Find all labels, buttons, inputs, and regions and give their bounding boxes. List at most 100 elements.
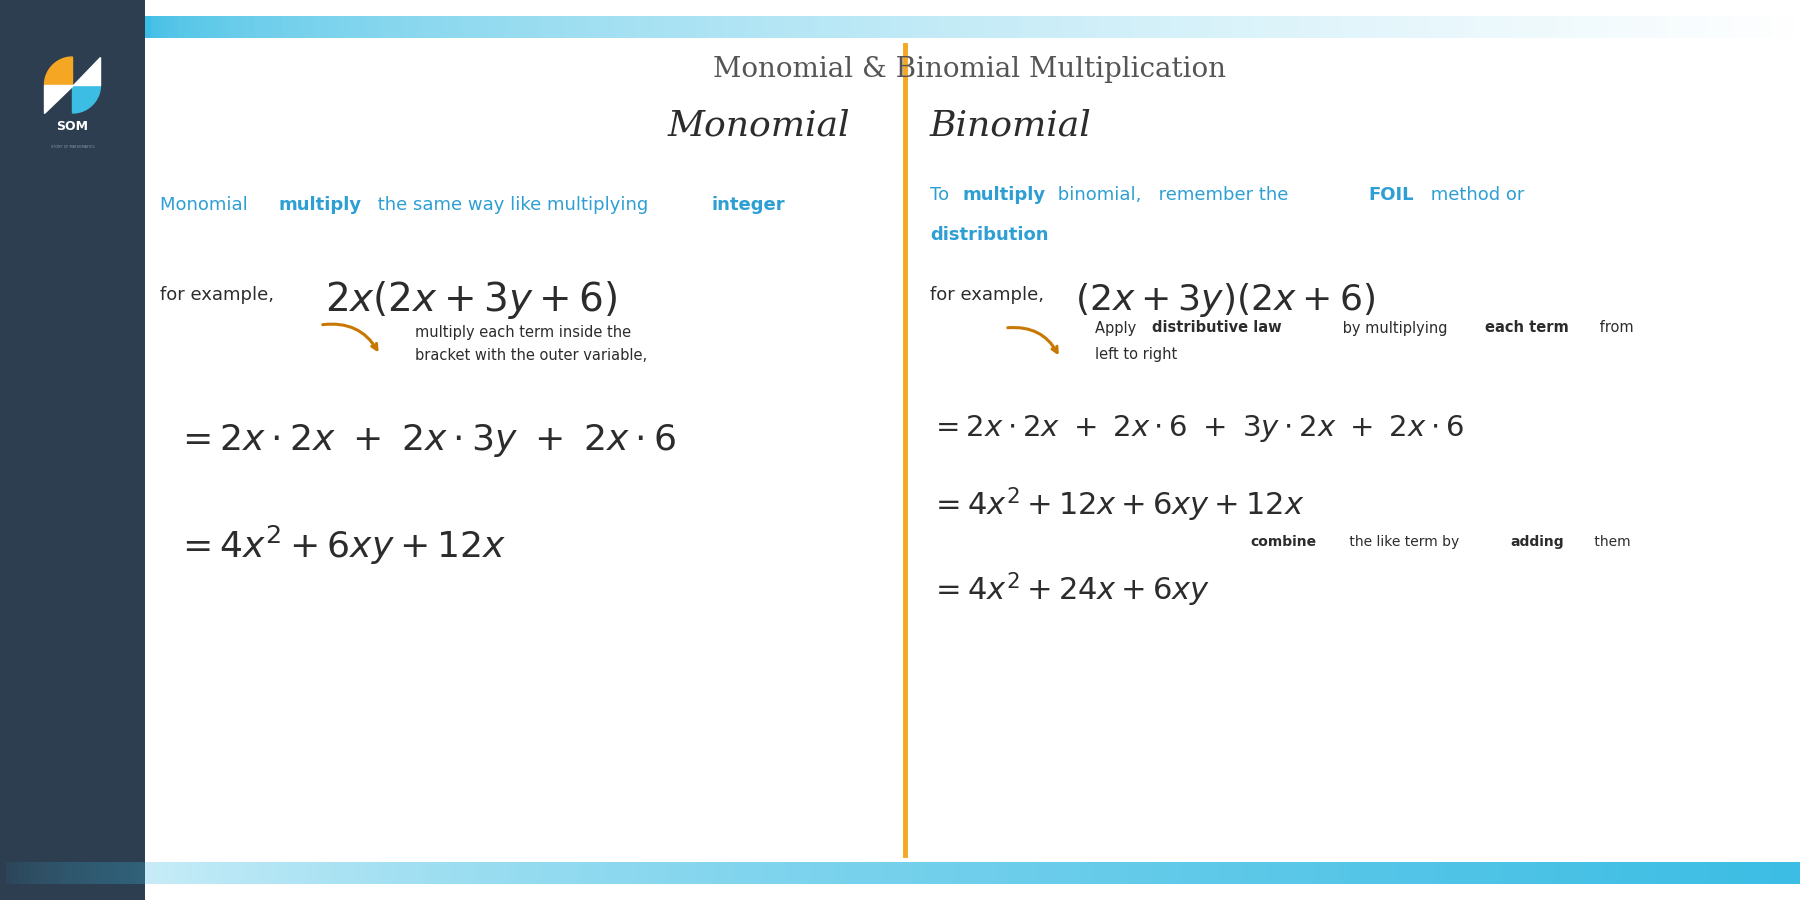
FancyBboxPatch shape (470, 16, 475, 38)
FancyBboxPatch shape (558, 16, 563, 38)
Polygon shape (45, 85, 72, 113)
FancyBboxPatch shape (67, 862, 72, 884)
FancyBboxPatch shape (1426, 16, 1431, 38)
FancyBboxPatch shape (1193, 862, 1201, 884)
FancyBboxPatch shape (967, 16, 972, 38)
FancyBboxPatch shape (234, 862, 239, 884)
FancyBboxPatch shape (36, 862, 41, 884)
FancyBboxPatch shape (23, 862, 31, 884)
FancyBboxPatch shape (211, 862, 216, 884)
FancyBboxPatch shape (715, 862, 720, 884)
FancyBboxPatch shape (619, 16, 625, 38)
FancyBboxPatch shape (1408, 16, 1413, 38)
Text: Monomial & Binomial Multiplication: Monomial & Binomial Multiplication (713, 57, 1226, 84)
FancyBboxPatch shape (1057, 862, 1062, 884)
FancyBboxPatch shape (1265, 16, 1271, 38)
FancyBboxPatch shape (576, 862, 581, 884)
Text: combine: combine (1249, 535, 1316, 549)
FancyBboxPatch shape (1705, 862, 1710, 884)
FancyBboxPatch shape (1435, 862, 1440, 884)
FancyBboxPatch shape (1463, 16, 1469, 38)
FancyBboxPatch shape (581, 862, 589, 884)
FancyBboxPatch shape (59, 862, 67, 884)
FancyBboxPatch shape (743, 862, 751, 884)
FancyBboxPatch shape (1094, 16, 1100, 38)
FancyBboxPatch shape (907, 16, 913, 38)
FancyBboxPatch shape (792, 862, 797, 884)
FancyBboxPatch shape (445, 862, 450, 884)
FancyBboxPatch shape (488, 16, 493, 38)
FancyBboxPatch shape (1226, 16, 1231, 38)
FancyBboxPatch shape (1440, 862, 1445, 884)
FancyBboxPatch shape (1634, 16, 1640, 38)
FancyBboxPatch shape (941, 862, 949, 884)
FancyBboxPatch shape (90, 862, 95, 884)
FancyBboxPatch shape (421, 16, 427, 38)
FancyBboxPatch shape (686, 16, 691, 38)
FancyBboxPatch shape (1746, 862, 1751, 884)
FancyBboxPatch shape (328, 16, 333, 38)
FancyBboxPatch shape (522, 862, 527, 884)
FancyBboxPatch shape (1607, 862, 1615, 884)
FancyBboxPatch shape (311, 862, 319, 884)
FancyBboxPatch shape (823, 862, 828, 884)
FancyBboxPatch shape (319, 862, 324, 884)
FancyBboxPatch shape (1147, 862, 1152, 884)
FancyBboxPatch shape (1282, 16, 1287, 38)
FancyBboxPatch shape (918, 862, 923, 884)
FancyBboxPatch shape (437, 862, 445, 884)
FancyBboxPatch shape (641, 16, 646, 38)
FancyBboxPatch shape (1602, 16, 1607, 38)
FancyBboxPatch shape (1571, 862, 1579, 884)
Text: Apply: Apply (1094, 320, 1141, 336)
FancyBboxPatch shape (1562, 16, 1568, 38)
FancyBboxPatch shape (592, 16, 598, 38)
FancyBboxPatch shape (103, 862, 108, 884)
FancyBboxPatch shape (603, 16, 608, 38)
FancyBboxPatch shape (437, 16, 443, 38)
Text: Monomial: Monomial (160, 196, 254, 214)
FancyBboxPatch shape (382, 16, 387, 38)
FancyBboxPatch shape (1453, 862, 1458, 884)
FancyBboxPatch shape (1512, 862, 1517, 884)
FancyBboxPatch shape (895, 16, 900, 38)
FancyBboxPatch shape (563, 862, 571, 884)
FancyBboxPatch shape (790, 16, 796, 38)
FancyBboxPatch shape (779, 862, 787, 884)
FancyBboxPatch shape (1292, 16, 1298, 38)
FancyBboxPatch shape (459, 16, 464, 38)
Text: multiply: multiply (277, 196, 362, 214)
FancyBboxPatch shape (1557, 16, 1562, 38)
FancyBboxPatch shape (983, 16, 988, 38)
FancyBboxPatch shape (718, 16, 724, 38)
FancyBboxPatch shape (1134, 862, 1139, 884)
FancyBboxPatch shape (337, 862, 342, 884)
FancyBboxPatch shape (1231, 16, 1237, 38)
FancyBboxPatch shape (131, 862, 139, 884)
Text: the same way like multiplying: the same way like multiplying (373, 196, 653, 214)
FancyBboxPatch shape (1080, 862, 1085, 884)
FancyBboxPatch shape (734, 16, 742, 38)
FancyBboxPatch shape (769, 862, 774, 884)
FancyBboxPatch shape (1354, 16, 1359, 38)
FancyBboxPatch shape (824, 16, 830, 38)
FancyBboxPatch shape (1138, 16, 1143, 38)
FancyBboxPatch shape (49, 862, 54, 884)
FancyBboxPatch shape (752, 16, 758, 38)
FancyBboxPatch shape (1597, 862, 1602, 884)
FancyBboxPatch shape (1255, 862, 1260, 884)
FancyBboxPatch shape (473, 862, 481, 884)
FancyBboxPatch shape (1615, 862, 1620, 884)
FancyBboxPatch shape (707, 862, 715, 884)
FancyBboxPatch shape (1710, 862, 1715, 884)
FancyBboxPatch shape (664, 16, 670, 38)
FancyBboxPatch shape (146, 16, 151, 38)
FancyBboxPatch shape (301, 862, 306, 884)
FancyBboxPatch shape (1370, 16, 1375, 38)
FancyBboxPatch shape (1517, 862, 1525, 884)
FancyBboxPatch shape (553, 16, 558, 38)
FancyBboxPatch shape (322, 16, 328, 38)
FancyBboxPatch shape (185, 862, 193, 884)
FancyBboxPatch shape (515, 16, 520, 38)
FancyBboxPatch shape (1039, 16, 1044, 38)
